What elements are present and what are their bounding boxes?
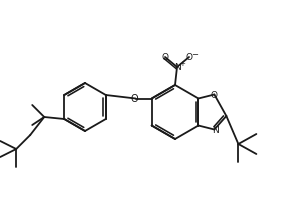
Text: N: N [174, 63, 180, 72]
Text: O: O [186, 53, 192, 62]
Text: N: N [212, 125, 219, 134]
Text: +: + [179, 61, 185, 67]
Text: O: O [162, 53, 168, 62]
Text: O: O [211, 91, 218, 100]
Text: −: − [192, 50, 198, 59]
Text: O: O [131, 94, 138, 104]
